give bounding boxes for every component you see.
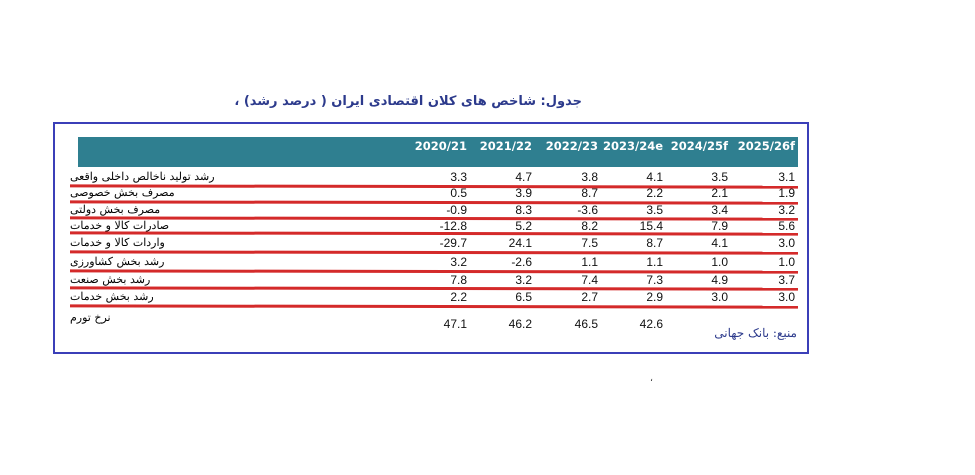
row-label: صادرات کالا و خدمات	[70, 219, 170, 232]
table-cell: 2.2	[646, 186, 663, 200]
table-cell: 4.9	[711, 273, 728, 287]
table-cell: 1.0	[711, 255, 728, 269]
table-cell: 1.0	[778, 255, 795, 269]
table-cell: 2.7	[581, 290, 598, 304]
table-cell: 8.7	[646, 236, 663, 250]
column-header: 2021/22	[479, 139, 532, 153]
table-cell: 3.2	[450, 255, 467, 269]
row-label: رشد بخش صنعت	[70, 273, 151, 286]
table-cell: 5.6	[778, 219, 795, 233]
table-cell: 42.6	[639, 317, 663, 331]
row-label: مصرف بخش خصوصی	[70, 186, 175, 199]
table-cell: 4.7	[515, 170, 532, 184]
table-cell: 0.5	[450, 186, 467, 200]
column-header: 2024/25f	[670, 139, 728, 153]
table-cell: 3.0	[711, 290, 728, 304]
column-header: 2023/24e	[602, 139, 663, 153]
table-cell: 47.1	[443, 317, 467, 331]
table-cell: -3.6	[577, 203, 598, 217]
table-cell: 3.5	[711, 170, 728, 184]
source-note: منبع: بانک جهانی	[714, 326, 797, 340]
table-cell: 2.1	[711, 186, 728, 200]
column-header: 2022/23	[545, 139, 598, 153]
table-cell: 46.2	[508, 317, 532, 331]
table-cell: 3.4	[711, 203, 728, 217]
table-cell: 5.2	[515, 219, 532, 233]
table-title: جدول: شاخص های کلان اقتصادی ایران ( درصد…	[234, 94, 582, 109]
table-cell: 3.5	[646, 203, 663, 217]
table-cell: -0.9	[446, 203, 467, 217]
table-cell: 3.0	[778, 236, 795, 250]
table-cell: 7.8	[450, 273, 467, 287]
table-cell: 6.5	[515, 290, 532, 304]
table-cell: 24.1	[508, 236, 532, 250]
table-cell: -29.7	[439, 236, 467, 250]
table-cell: 8.2	[581, 219, 598, 233]
row-label: رشد بخش کشاورزی	[70, 255, 165, 268]
table-cell: 3.2	[515, 273, 532, 287]
row-label: مصرف بخش دولتی	[70, 203, 161, 216]
row-label: واردات کالا و خدمات	[70, 236, 165, 249]
table-cell: 7.9	[711, 219, 728, 233]
table-cell: 3.2	[778, 203, 795, 217]
table-cell: 1.1	[646, 255, 663, 269]
table-cell: 2.2	[450, 290, 467, 304]
column-header: 2025/26f	[737, 139, 795, 153]
row-label: نرخ تورم	[70, 311, 111, 324]
column-header: 2020/21	[414, 139, 467, 153]
table-cell: 3.9	[515, 186, 532, 200]
table-cell: 4.1	[711, 236, 728, 250]
table-cell: 2.9	[646, 290, 663, 304]
table-cell: 7.3	[646, 273, 663, 287]
table-cell: 3.3	[450, 170, 467, 184]
table-frame	[53, 122, 809, 354]
table-cell: 46.5	[574, 317, 598, 331]
table-cell: 15.4	[639, 219, 663, 233]
table-cell: 8.3	[515, 203, 532, 217]
stray-mark: ،	[650, 374, 653, 384]
table-cell: -2.6	[511, 255, 532, 269]
table-cell: 3.7	[778, 273, 795, 287]
table-cell: 3.1	[778, 170, 795, 184]
table-cell: 1.9	[778, 186, 795, 200]
table-cell: 1.1	[581, 255, 598, 269]
table-header-bar	[78, 137, 798, 167]
table-cell: 3.8	[581, 170, 598, 184]
row-label: رشد بخش خدمات	[70, 290, 154, 303]
table-cell: 4.1	[646, 170, 663, 184]
row-label: رشد تولید ناخالص داخلی واقعی	[70, 170, 215, 183]
table-cell: 7.5	[581, 236, 598, 250]
table-cell: 8.7	[581, 186, 598, 200]
table-cell: 7.4	[581, 273, 598, 287]
table-cell: 3.0	[778, 290, 795, 304]
table-cell: -12.8	[439, 219, 467, 233]
